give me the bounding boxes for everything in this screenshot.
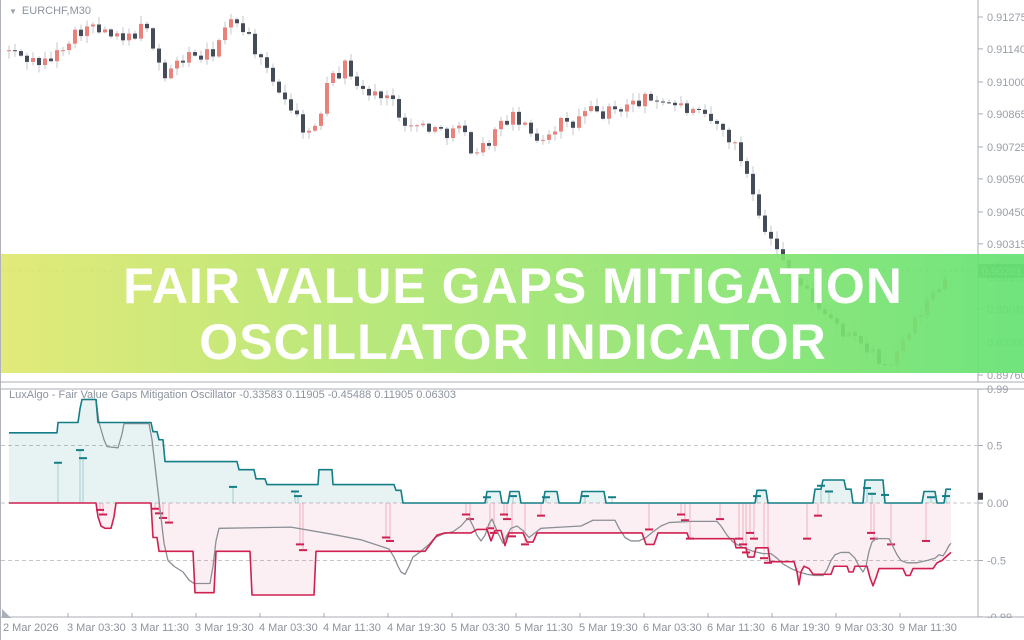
time-axis-label: 2 Mar 2026 [3, 622, 59, 634]
time-axis-label: 4 Mar 11:30 [323, 622, 381, 634]
oscillator-axis-label: -0.99 [987, 612, 1012, 618]
price-axis[interactable] [979, 0, 1024, 382]
time-axis-label: 5 Mar 11:30 [515, 622, 573, 634]
price-chart-canvas[interactable]: 0.91275 0.91140 0.91000 0.90865 0.90725 0.905… [1, 0, 1024, 383]
time-axis-label: 9 Mar 11:30 [899, 622, 957, 634]
oscillator-axis-label: 0.99 [987, 385, 1008, 396]
time-axis-label: 5 Mar 03:30 [451, 622, 510, 634]
oscillator-axis-label: 0.5 [987, 441, 1002, 453]
time-axis-label: 9 Mar 03:30 [835, 622, 894, 634]
time-axis-label: 5 Mar 19:30 [579, 622, 638, 634]
oscillator-canvas[interactable]: 0.99 0.5 0.00 -0.5 -0.99 [1, 385, 1024, 618]
price-axis-label: 0.91140 [987, 44, 1024, 56]
price-axis-label: 0.90865 [987, 109, 1024, 121]
oscillator-axis-label: 0.00 [987, 498, 1008, 510]
panel-resize-handle[interactable] [2, 609, 11, 618]
price-axis-label: 0.90725 [987, 142, 1024, 154]
symbol-timeframe-label[interactable]: ▼ EURCHF,M30 [9, 5, 91, 17]
time-axis-label: 6 Mar 19:30 [771, 622, 830, 634]
oscillator-axis-label: -0.5 [987, 556, 1006, 568]
time-axis-label: 4 Mar 19:30 [387, 622, 446, 634]
oscillator-bear-line [9, 502, 952, 596]
oscillator-axis[interactable] [979, 385, 1024, 618]
time-axis-label: 3 Mar 19:30 [195, 622, 254, 634]
time-axis-label: 4 Mar 03:30 [259, 622, 318, 634]
time-axis-label: 3 Mar 03:30 [67, 622, 126, 634]
price-axis-label: 0.90315 [987, 239, 1024, 251]
price-axis-label: 0.90450 [987, 207, 1024, 219]
price-axis-label: 0.91275 [987, 12, 1024, 24]
time-axis-label: 3 Mar 11:30 [131, 622, 189, 634]
price-axis-label: 0.91000 [987, 77, 1024, 89]
chevron-down-icon[interactable]: ▼ [9, 7, 17, 16]
oscillator-title: LuxAlgo - Fair Value Gaps Mitigation Osc… [9, 389, 457, 401]
symbol-label-text: EURCHF,M30 [21, 5, 91, 17]
price-axis-label: 0.90590 [987, 174, 1024, 186]
candlesticks [7, 13, 947, 373]
time-axis-label: 6 Mar 03:30 [643, 622, 702, 634]
oscillator-bull-line [9, 398, 951, 504]
time-axis[interactable]: 2 Mar 2026 3 Mar 03:30 3 Mar 11:30 3 Mar 19… [1, 620, 1024, 640]
time-axis-label: 6 Mar 11:30 [707, 622, 765, 634]
